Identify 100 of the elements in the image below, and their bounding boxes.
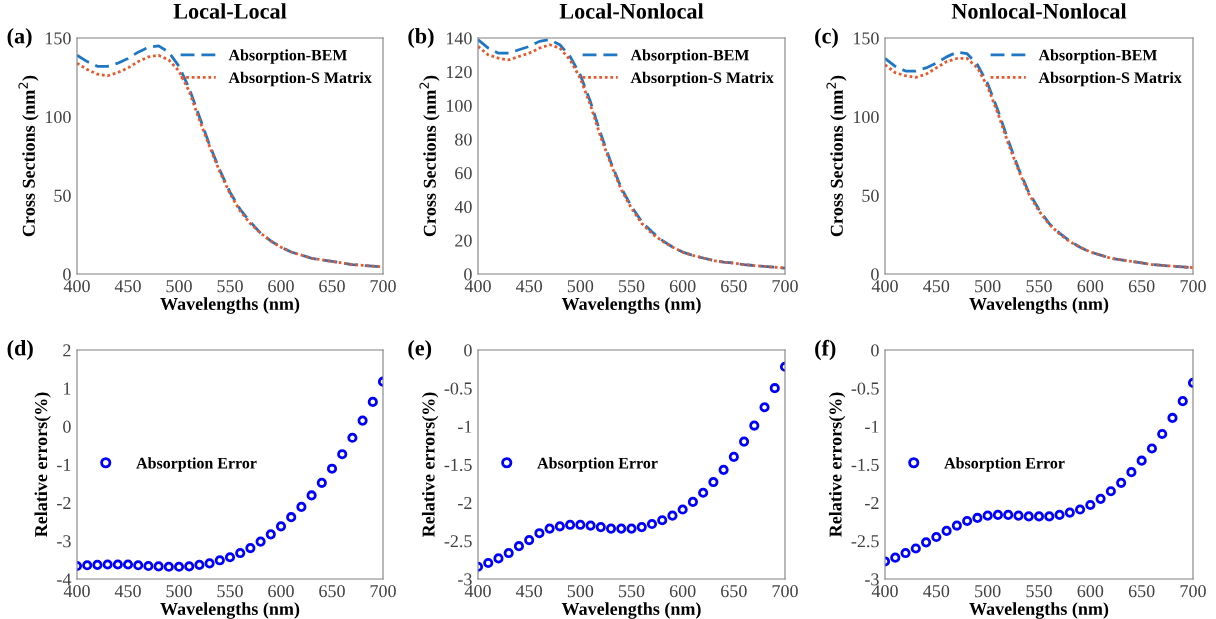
x-tick-label: 400 [63,280,90,293]
y-tick-label: -2 [57,496,71,509]
legend-label: Absorption-BEM [630,49,749,64]
y-tick-label: -2 [865,496,879,509]
x-tick-label: 600 [1077,280,1104,293]
y-axis-title: Cross Sections (nm$^{2}$) [826,75,847,237]
y-tick-label: 50 [54,189,71,202]
x-tick-label: 400 [871,280,898,293]
y-tick-label: 0 [871,344,879,357]
x-tick-label: 650 [319,585,345,598]
y-tick-label: 100 [446,99,472,112]
legend-label: Absorption Error [136,457,257,472]
y-tick-label: 0 [871,268,879,281]
x-tick-label: 400 [871,585,898,598]
y-tick-label: -2.5 [444,535,472,548]
legend-label: Absorption-S Matrix [1038,71,1182,87]
chart-title: Local-Nonlocal [559,3,704,19]
x-tick-label: 700 [370,280,396,293]
x-tick-label: 550 [619,585,645,598]
x-tick-label: 700 [370,585,396,598]
x-tick-label: 700 [1180,585,1206,598]
x-tick-label: 700 [772,585,798,598]
y-axis-title: Cross Sections (nm$^{2}$) [419,75,440,237]
text: (e) [408,339,432,361]
x-tick-label: 600 [268,280,294,293]
text: (c) [815,27,838,49]
chart-title: Nonlocal-Nonlocal [951,3,1127,19]
y-axis-title: Relative errors(%) [828,392,846,537]
y-tick-label: -1 [57,458,71,471]
y-tick-label: 0 [63,420,71,433]
x-tick-label: 550 [217,280,243,293]
x-tick-label: 500 [567,280,594,293]
y-tick-label: 0 [464,268,472,281]
x-tick-label: 450 [515,280,543,293]
legend-label: Absorption Error [537,457,658,472]
x-tick-label: 650 [721,280,747,293]
y-tick-label: 40 [454,200,472,214]
legend-label: Absorption-S Matrix [228,71,372,87]
x-axis-title: Wavelengths (nm) [160,297,300,314]
y-tick-label: 80 [455,133,472,146]
x-tick-label: 550 [217,585,243,598]
text: (f) [815,339,836,361]
y-axis-title: Relative errors(%) [34,392,51,537]
x-tick-label: 650 [1128,280,1155,293]
x-tick-label: 550 [1026,585,1052,598]
x-axis-title: Wavelengths (nm) [969,297,1109,314]
x-tick-label: 550 [619,280,645,293]
x-tick-label: 650 [721,585,747,598]
x-axis-title: Wavelengths (nm) [561,297,701,314]
x-tick-label: 450 [114,585,141,598]
y-tick-label: 1 [64,382,71,395]
text: (d) [7,339,33,361]
y-tick-label: -3 [865,573,879,586]
x-tick-label: 500 [166,585,192,598]
y-tick-label: 60 [455,167,472,180]
legend-label: Absorption-BEM [228,49,347,64]
y-tick-label: -1 [865,420,879,433]
y-tick-label: 0 [63,268,71,281]
x-tick-label: 650 [1128,585,1155,598]
y-tick-label: 150 [853,32,879,45]
x-tick-label: 450 [114,280,141,293]
chart-title: Local-Local [173,3,287,19]
text: (a) [7,27,32,49]
x-tick-label: 500 [166,280,192,293]
y-tick-label: 50 [862,189,879,202]
y-tick-label: -3 [458,573,472,586]
y-axis-title: Relative errors(%) [421,392,439,537]
x-tick-label: 500 [975,280,1001,293]
y-tick-label: -2.5 [851,535,879,548]
y-tick-label: 100 [45,110,71,124]
x-axis-title: Wavelengths (nm) [969,602,1109,619]
x-tick-label: 450 [923,585,950,598]
x-tick-label: 450 [515,585,543,598]
x-tick-label: 400 [464,585,491,598]
y-tick-label: -1.5 [444,458,472,472]
x-tick-label: 500 [567,585,594,598]
y-tick-label: -1.5 [851,458,879,472]
x-tick-label: 500 [975,585,1001,598]
y-tick-label: -0.5 [851,382,879,395]
x-tick-label: 400 [464,280,491,293]
y-tick-label: 2 [63,344,71,357]
x-tick-label: 650 [319,280,345,293]
y-tick-label: -1 [458,420,472,433]
legend-label: Absorption-S Matrix [630,71,774,87]
y-tick-label: 120 [446,65,472,79]
x-tick-label: 550 [1026,280,1052,293]
text: (b) [408,27,434,49]
x-tick-label: 400 [63,585,90,598]
y-tick-label: 150 [45,32,71,45]
x-tick-label: 450 [923,280,950,293]
y-tick-label: -4 [57,573,72,586]
x-axis-title: Wavelengths (nm) [561,602,701,619]
x-axis-title: Wavelengths (nm) [160,602,300,619]
x-tick-label: 600 [268,585,294,598]
x-tick-label: 700 [1180,280,1206,293]
y-axis-title: Cross Sections (nm$^{2}$) [18,75,39,237]
y-tick-label: 0 [464,344,472,357]
y-tick-label: 140 [446,32,472,45]
y-tick-label: -2 [458,496,472,509]
y-tick-label: 20 [455,234,472,247]
